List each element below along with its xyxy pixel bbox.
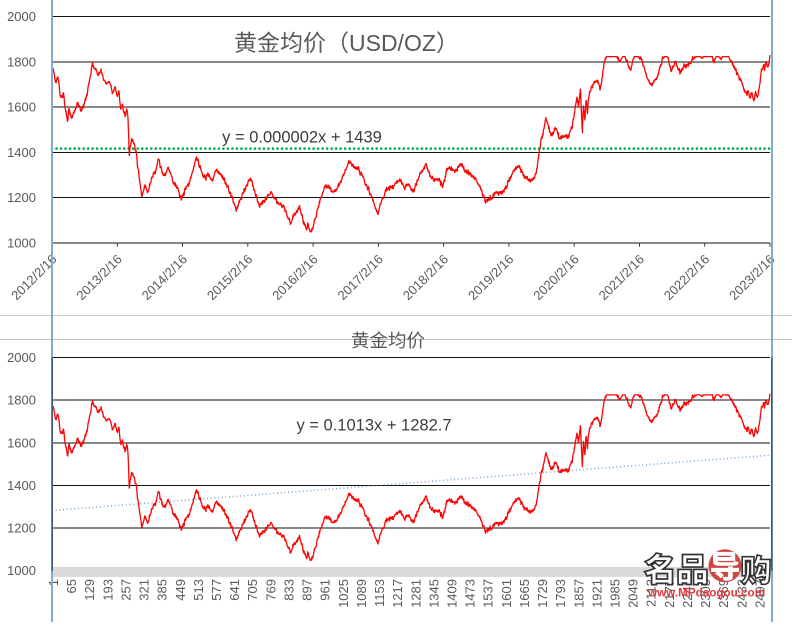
svg-text:2000: 2000 [7,9,36,24]
svg-text:1857: 1857 [571,579,586,608]
svg-text:769: 769 [263,579,278,601]
svg-text:1921: 1921 [589,579,604,608]
svg-text:961: 961 [318,579,333,601]
svg-text:385: 385 [155,579,170,601]
svg-text:1537: 1537 [481,579,496,608]
svg-text:1025: 1025 [336,579,351,608]
svg-text:1729: 1729 [535,579,550,608]
svg-text:2305: 2305 [698,579,713,608]
svg-text:321: 321 [137,579,152,601]
svg-text:USD/OZ: USD/OZ [349,30,436,56]
svg-text:65: 65 [64,579,79,593]
svg-text:y = 0.1013x + 1282.7: y = 0.1013x + 1282.7 [296,417,451,435]
svg-text:1345: 1345 [426,579,441,608]
svg-text:1400: 1400 [7,478,36,493]
svg-text:1985: 1985 [608,579,623,608]
svg-text:2000: 2000 [7,350,36,365]
svg-text:1665: 1665 [517,579,532,608]
svg-text:1153: 1153 [372,579,387,607]
svg-text:2177: 2177 [662,579,677,608]
svg-text:1000: 1000 [7,235,36,250]
svg-text:1800: 1800 [7,393,36,408]
svg-text:2241: 2241 [680,579,695,608]
svg-text:1800: 1800 [7,54,36,69]
svg-text:1: 1 [46,579,61,586]
svg-text:897: 897 [300,579,315,601]
svg-text:1089: 1089 [354,579,369,608]
svg-text:705: 705 [245,579,260,601]
svg-text:193: 193 [100,579,115,601]
svg-text:2497: 2497 [752,579,767,608]
svg-text:1200: 1200 [7,190,36,205]
svg-text:1217: 1217 [390,579,405,608]
svg-text:449: 449 [173,579,188,601]
svg-text:1409: 1409 [445,579,460,608]
svg-text:1281: 1281 [408,579,423,608]
svg-text:2049: 2049 [626,579,641,608]
svg-text:577: 577 [209,579,224,601]
svg-text:1600: 1600 [7,100,36,115]
svg-text:www.MPdaogou.com: www.MPdaogou.com [647,587,765,600]
svg-text:257: 257 [119,579,134,601]
svg-text:1793: 1793 [553,579,568,608]
svg-text:833: 833 [282,579,297,601]
svg-text:129: 129 [82,579,97,601]
svg-text:y = 0.000002x + 1439: y = 0.000002x + 1439 [222,129,382,147]
svg-text:2369: 2369 [716,579,731,608]
svg-text:2433: 2433 [734,579,749,608]
svg-text:641: 641 [227,579,242,601]
svg-text:1200: 1200 [7,521,36,536]
svg-text:1000: 1000 [7,563,36,578]
svg-text:1600: 1600 [7,435,36,450]
svg-text:1473: 1473 [463,579,478,608]
svg-text:1400: 1400 [7,145,36,160]
svg-text:2113: 2113 [644,579,659,607]
svg-text:513: 513 [191,579,206,601]
svg-text:1601: 1601 [499,579,514,608]
